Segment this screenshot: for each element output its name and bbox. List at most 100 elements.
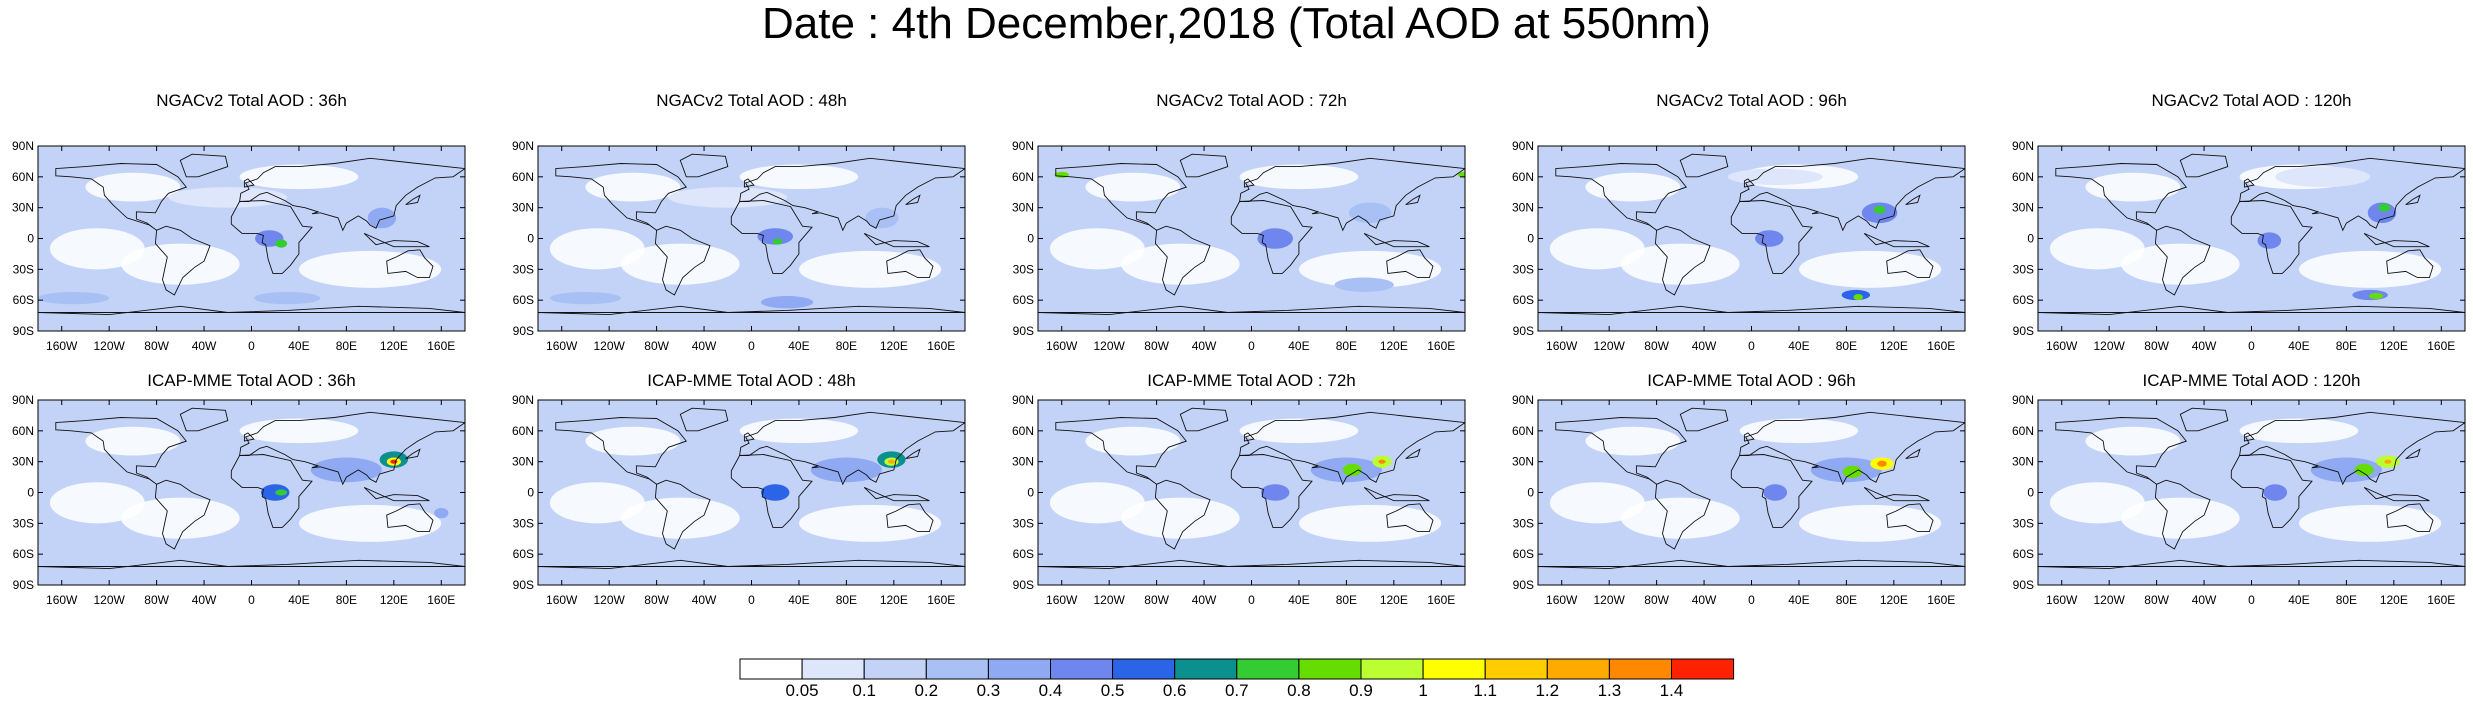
lat-label: 90N (512, 139, 534, 153)
aod-plume (810, 457, 882, 483)
aod-plume (2263, 484, 2288, 501)
aod-plume (1727, 168, 1823, 186)
coastline (2230, 454, 2313, 528)
coastline (1863, 486, 1930, 502)
lon-label: 160E (1427, 593, 1455, 607)
coastline (386, 503, 434, 533)
colorbar-label: 0.2 (914, 681, 938, 700)
map-panel: 90N 60N 30N 0 30S 60S 90S 160W 120W 80W 40W 0 40E 80E… (12, 139, 466, 353)
coastline (2243, 432, 2255, 442)
coastline (2239, 411, 2465, 486)
lon-label: 160E (427, 593, 455, 607)
lon-label: 80W (2144, 593, 2169, 607)
aod-plume (38, 291, 110, 305)
low-aod-region (2239, 418, 2359, 444)
aod-plume (760, 296, 814, 309)
coastline (739, 157, 965, 232)
lon-label: 160W (546, 339, 578, 353)
map-panel: 90N 60N 30N 0 30S 60S 90S 160W 120W 80W 40W 0 40E 80E… (1512, 139, 1966, 353)
lon-label: 80E (2336, 593, 2357, 607)
coastline (243, 178, 255, 188)
lat-label: 90N (1012, 139, 1034, 153)
lat-label: 30N (12, 201, 34, 215)
lat-label: 60N (512, 424, 534, 438)
map-panel: 90N 60N 30N 0 30S 60S 90S 160W 120W 80W 40W 0 40E 80E… (12, 393, 466, 607)
low-aod-region (298, 504, 442, 542)
coastline (1863, 232, 1930, 248)
aod-plume (2310, 457, 2382, 483)
aod-plume (760, 484, 790, 501)
aod-plume (656, 464, 776, 496)
lon-label: 40E (788, 339, 809, 353)
coastline (2239, 157, 2465, 232)
coastline (2386, 503, 2434, 533)
aod-plume (1038, 542, 1122, 556)
lat-label: 30S (1513, 516, 1534, 530)
lat-label: 0 (1027, 486, 1034, 500)
lat-label: 90N (1512, 393, 1534, 407)
low-aod-region (2121, 243, 2240, 285)
colorbar-box (925, 658, 989, 680)
lon-label: 0 (1248, 593, 1255, 607)
coastline (239, 157, 465, 232)
coastline (1905, 194, 1921, 206)
low-aod-region (798, 250, 942, 288)
lat-label: 90S (513, 324, 534, 338)
lat-label: 90N (2012, 139, 2034, 153)
coastline (2038, 305, 2465, 316)
lon-label: 120W (2093, 593, 2125, 607)
lat-label: 30S (1013, 516, 1034, 530)
lon-label: 80W (2144, 339, 2169, 353)
coastline (2154, 479, 2211, 550)
aod-plume (1674, 215, 1782, 241)
lon-label: 40W (2192, 593, 2217, 607)
lon-label: 80W (644, 339, 669, 353)
map-panel: 90N 60N 30N 0 30S 60S 90S 160W 120W 80W 40W 0 40E 80E… (1012, 139, 1466, 353)
lon-label: 160W (1046, 339, 1078, 353)
aod-plume (2354, 463, 2374, 477)
map-panel: 90N 60N 30N 0 30S 60S 90S 160W 120W 80W 40W 0 40E 80E… (1512, 393, 1966, 607)
coastline (863, 486, 930, 502)
coastline (1654, 225, 1711, 296)
aod-plume (275, 489, 288, 496)
lat-label: 60N (1012, 424, 1034, 438)
lon-label: 160E (427, 339, 455, 353)
lon-label: 80E (1836, 593, 1857, 607)
low-aod-region (2121, 497, 2240, 539)
coastline (1555, 417, 1688, 485)
coastline (1154, 479, 1211, 550)
lat-label: 30N (1012, 201, 1034, 215)
low-aod-region (49, 228, 145, 270)
coastline (1154, 225, 1211, 296)
coastline (886, 249, 934, 279)
coastline (1679, 153, 1729, 178)
lat-label: 30N (1512, 201, 1534, 215)
aod-plume (549, 291, 622, 305)
coastline (555, 163, 688, 231)
lon-label: 40E (288, 339, 309, 353)
coastline (1179, 407, 1229, 432)
lat-label: 30N (512, 455, 534, 469)
coastline (1405, 448, 1421, 460)
coastline (55, 163, 188, 231)
aod-plume (865, 207, 899, 229)
colorbar-box (1484, 658, 1548, 680)
lon-label: 80E (2336, 339, 2357, 353)
low-aod-region (1298, 250, 1442, 288)
aod-plume (1877, 460, 1887, 467)
lon-label: 0 (1748, 339, 1755, 353)
aod-plume (1348, 202, 1392, 224)
coastline (154, 479, 211, 550)
coastline (1743, 432, 1755, 442)
lat-label: 60S (1013, 293, 1034, 307)
lat-label: 90S (513, 578, 534, 592)
lon-label: 120E (880, 339, 908, 353)
aod-plume (1853, 294, 1863, 301)
low-aod-region (1239, 164, 1359, 190)
lat-label: 90N (12, 393, 34, 407)
lon-label: 120W (1593, 339, 1625, 353)
low-aod-region (298, 250, 442, 288)
map-panel-title: NGACv2 Total AOD : 36h (156, 91, 347, 110)
aod-plume (275, 239, 288, 248)
lat-label: 60N (2012, 170, 2034, 184)
